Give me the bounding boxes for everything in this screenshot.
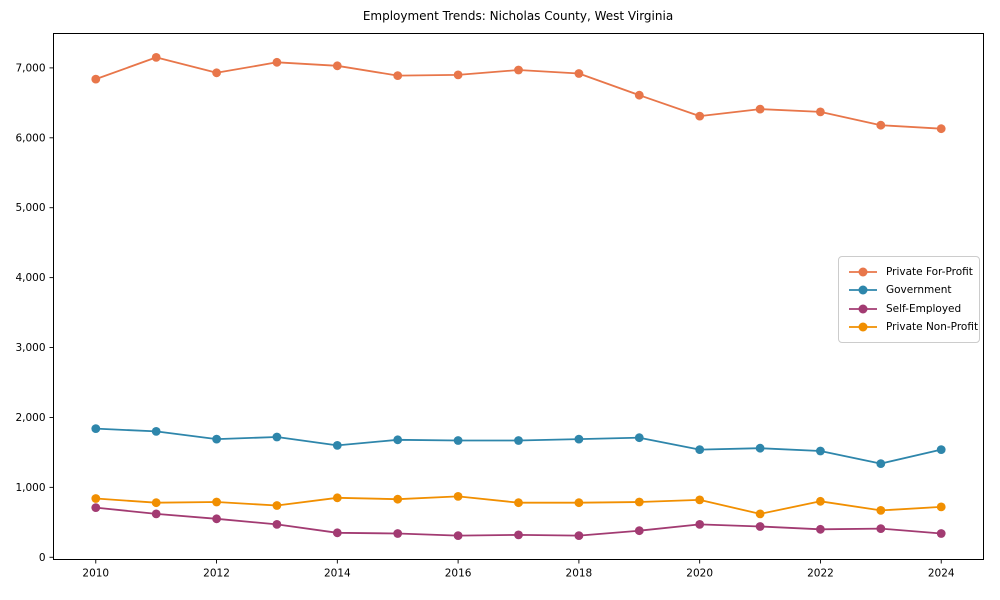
data-point-marker — [212, 514, 222, 524]
data-point-marker — [876, 506, 886, 515]
data-point-marker — [272, 520, 282, 529]
data-point-marker — [574, 498, 584, 508]
x-tick-label: 2022 — [807, 568, 834, 580]
legend-item-private-non-profit: Private Non-Profit — [848, 319, 978, 336]
data-point-marker — [514, 530, 523, 540]
legend-item-government: Government — [848, 282, 971, 299]
data-point-marker — [816, 496, 825, 506]
data-point-marker — [332, 528, 342, 538]
data-point-marker — [755, 443, 765, 453]
data-point-marker — [453, 492, 463, 501]
legend-label: Private For-Profit — [886, 265, 973, 278]
x-tick-label: 2024 — [928, 568, 955, 580]
data-point-marker — [151, 53, 161, 62]
x-tick-label: 2016 — [445, 568, 472, 580]
data-point-marker — [453, 436, 463, 445]
y-tick-label: 5,000 — [15, 202, 45, 214]
data-point-marker — [876, 524, 886, 533]
data-point-marker — [695, 495, 705, 505]
x-tick-label: 2020 — [686, 568, 713, 580]
y-tick-label: 2,000 — [15, 412, 45, 424]
data-point-marker — [634, 526, 644, 536]
y-tick-label: 6,000 — [15, 132, 45, 144]
data-point-marker — [634, 90, 644, 100]
y-tick-label: 0 — [39, 552, 46, 564]
data-point-marker — [574, 434, 584, 444]
x-tick-label: 2018 — [566, 568, 593, 580]
data-point-marker — [514, 498, 523, 508]
data-point-marker — [91, 74, 101, 84]
data-point-marker — [332, 61, 342, 71]
data-point-marker — [514, 436, 523, 445]
data-point-marker — [876, 120, 886, 130]
data-point-marker — [212, 434, 222, 444]
legend-box: Private For-Profit Government Self-Emplo… — [838, 256, 980, 343]
data-point-marker — [393, 529, 403, 538]
legend-line-marker-icon — [849, 322, 877, 332]
data-point-marker — [574, 69, 584, 78]
data-point-marker — [634, 433, 644, 443]
data-point-marker — [393, 494, 403, 504]
x-tick-label: 2010 — [82, 568, 109, 580]
axes-border — [53, 33, 984, 560]
data-point-marker — [816, 446, 825, 456]
legend-line-marker-icon — [849, 267, 877, 276]
data-point-marker — [453, 70, 463, 80]
data-point-marker — [272, 57, 282, 67]
y-tick-label: 7,000 — [15, 62, 45, 74]
y-tick-label: 4,000 — [15, 272, 45, 284]
data-point-marker — [755, 104, 765, 114]
data-point-marker — [91, 494, 101, 503]
data-point-marker — [91, 503, 101, 512]
legend-item-private-for-profit: Private For-Profit — [848, 263, 973, 280]
data-point-marker — [272, 501, 282, 510]
data-point-marker — [393, 435, 403, 445]
data-point-marker — [453, 531, 463, 540]
series-line — [94, 427, 943, 465]
data-point-marker — [212, 497, 222, 507]
data-point-marker — [272, 432, 282, 442]
data-point-marker — [332, 441, 342, 450]
data-point-marker — [151, 498, 161, 508]
data-point-marker — [816, 524, 825, 534]
data-point-marker — [332, 493, 342, 503]
y-tick-label: 1,000 — [15, 482, 45, 494]
y-tick-label: 3,000 — [15, 342, 45, 354]
data-point-marker — [876, 459, 886, 468]
data-point-marker — [695, 445, 705, 454]
legend-line-marker-icon — [849, 285, 877, 295]
data-point-marker — [936, 529, 946, 538]
legend-label: Self-Employed — [886, 302, 962, 315]
data-point-marker — [91, 424, 101, 433]
data-point-marker — [755, 509, 765, 519]
x-tick-label: 2014 — [324, 568, 351, 580]
data-point-marker — [393, 71, 403, 80]
data-point-marker — [695, 111, 705, 121]
data-point-marker — [514, 65, 523, 75]
data-point-marker — [634, 497, 644, 507]
legend-label: Private Non-Profit — [886, 321, 979, 334]
legend-item-self-employed: Self-Employed — [848, 300, 971, 317]
chart-title: Employment Trends: Nicholas County, West… — [362, 9, 674, 23]
data-point-marker — [151, 509, 161, 519]
data-point-marker — [936, 502, 946, 512]
legend-line-marker-icon — [849, 304, 877, 314]
data-point-marker — [755, 522, 765, 531]
legend-label: Government — [886, 284, 952, 297]
data-point-marker — [936, 124, 946, 134]
data-point-marker — [816, 107, 825, 117]
data-point-marker — [936, 445, 946, 454]
data-point-marker — [151, 427, 161, 436]
data-point-marker — [574, 531, 584, 540]
data-point-marker — [695, 520, 705, 529]
x-tick-label: 2012 — [203, 568, 230, 580]
data-point-marker — [212, 68, 222, 78]
